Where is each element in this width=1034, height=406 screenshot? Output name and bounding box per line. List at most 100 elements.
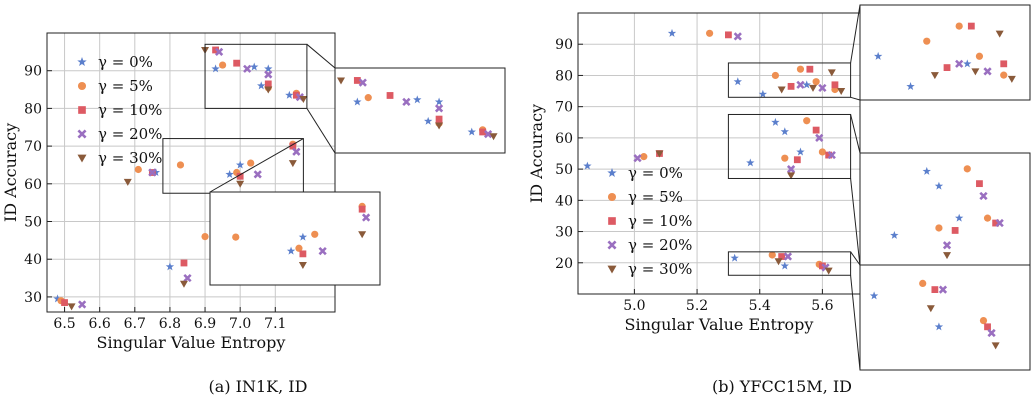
- data-point-b-s4: [774, 258, 783, 266]
- zoom-region-rect: [727, 251, 852, 276]
- inset-point-b-s0: [890, 230, 899, 239]
- zoom-connector: [306, 43, 336, 69]
- data-point-a-s2: [61, 299, 68, 306]
- data-point-b-s3: [827, 150, 836, 160]
- y-tick-label: 80: [555, 68, 573, 84]
- data-point-a-s1: [247, 159, 255, 167]
- inset-point-b-s1: [955, 22, 963, 30]
- legend-label-b-3: γ = 20%: [628, 236, 692, 254]
- y-tick-label: 50: [555, 162, 573, 178]
- data-point-b-s1: [640, 153, 648, 161]
- data-point-b-s1: [771, 71, 780, 80]
- data-point-b-s4: [837, 88, 846, 96]
- inset-point-b-s3: [983, 67, 992, 76]
- inset-point-a-s3: [434, 104, 444, 113]
- legend-label-b-1: γ = 5%: [628, 188, 683, 206]
- legend-marker-b-1: [607, 192, 617, 202]
- data-point-b-s0: [780, 261, 789, 270]
- data-point-a-s4: [264, 86, 273, 94]
- inset-point-a-s4: [337, 77, 345, 85]
- legend-label-a-2: γ = 10%: [98, 101, 162, 119]
- y-tick-label: 20: [555, 256, 573, 272]
- inset-point-b-s3: [938, 285, 948, 294]
- data-point-b-s1: [706, 29, 714, 37]
- x-axis-label: Singular Value Entropy: [625, 315, 814, 334]
- legend-marker-a-1: [77, 81, 87, 91]
- data-point-b-s3: [733, 32, 742, 41]
- data-point-b-s0: [746, 158, 755, 167]
- legend-label-b-4: γ = 30%: [628, 260, 692, 278]
- data-point-b-s1: [818, 148, 827, 156]
- data-point-a-s2: [236, 172, 244, 180]
- legend-marker-b-4: [607, 265, 617, 274]
- inset-point-a-s0: [413, 95, 422, 104]
- y-axis-label: ID Accuracy: [527, 104, 546, 203]
- data-point-b-s2: [793, 156, 801, 164]
- inset-point-b-s4: [943, 252, 952, 260]
- x-tick-label: 6.5: [53, 316, 75, 332]
- zoom-connector: [850, 251, 861, 266]
- inset-point-a-s3: [483, 129, 493, 139]
- panel-b: 5.0 5.2 5.4 5.6 20 30 40 50 60 70 80 90 Singular Val…: [527, 4, 1031, 371]
- data-point-b-s4: [655, 150, 664, 158]
- inset-point-b-s4: [1007, 75, 1016, 83]
- inset-point-a-s0: [423, 116, 433, 125]
- y-tick-label: 80: [24, 101, 42, 117]
- inset-point-a-s2: [299, 250, 307, 258]
- inset-point-a-s3: [358, 78, 367, 87]
- data-point-b-s0: [730, 253, 739, 262]
- legend-label-b-2: γ = 10%: [628, 212, 692, 230]
- inset-point-a-s4: [489, 133, 498, 141]
- x-tick-label: 5.2: [686, 298, 708, 314]
- x-tick-label: 7.0: [229, 316, 251, 332]
- zoom-connector: [850, 275, 861, 371]
- legend-marker-a-0: [77, 57, 87, 66]
- inset-point-b-s0: [922, 166, 931, 175]
- legend-marker-a-2: [78, 106, 86, 114]
- data-point-b-s2: [778, 253, 786, 260]
- inset-point-a-s2: [479, 128, 487, 136]
- inset-point-b-s2: [984, 323, 991, 331]
- zoom-connector: [850, 4, 861, 64]
- data-point-a-s0: [151, 168, 161, 177]
- inset-point-a-s0: [434, 97, 444, 106]
- data-point-a-s3: [148, 168, 157, 177]
- y-tick-label: 90: [24, 64, 42, 80]
- data-point-a-s1: [219, 61, 227, 69]
- y-tick-label: 40: [555, 193, 573, 209]
- y-tick-label: 90: [555, 37, 573, 53]
- zoom-connector: [850, 96, 861, 101]
- inset-point-a-s1: [364, 94, 372, 102]
- inset-point-a-s0: [353, 97, 362, 106]
- legend-marker-a-3: [77, 129, 87, 139]
- y-tick-label: 50: [24, 215, 42, 231]
- legend-marker-b-3: [607, 240, 617, 250]
- zoom-connector: [850, 178, 861, 267]
- inset-point-b-s1: [983, 214, 992, 222]
- y-tick-label: 70: [24, 139, 42, 155]
- x-tick-label: 5.0: [623, 298, 645, 314]
- panel-a: 6.5 6.6 6.7 6.8 6.9 7.0 7.1 30 40 50 60 70 80 90 Singu…: [1, 32, 506, 352]
- data-point-a-s1: [176, 161, 185, 169]
- inset-point-b-s4: [991, 342, 1000, 350]
- data-point-a-s2: [180, 259, 188, 267]
- data-point-a-s1: [134, 165, 142, 174]
- zoom-connector: [850, 114, 861, 154]
- inset-point-b-s0: [934, 181, 944, 190]
- legend-label-a-4: γ = 30%: [98, 149, 162, 167]
- inset-point-b-s1: [975, 52, 984, 60]
- inset-point-b-s0: [906, 82, 915, 91]
- data-point-a-s4: [236, 180, 245, 188]
- data-point-a-s2: [289, 142, 297, 150]
- legend-label-a-0: γ = 0%: [98, 53, 153, 71]
- inset-point-b-s0: [963, 59, 972, 68]
- data-point-a-s0: [165, 262, 175, 271]
- inset-point-a-s1: [311, 230, 319, 238]
- x-tick-label: 6.9: [194, 316, 216, 332]
- data-point-a-s4: [288, 160, 297, 168]
- inset-point-a-s2: [386, 92, 394, 99]
- data-point-b-s2: [725, 31, 732, 39]
- data-point-a-s0: [264, 64, 273, 73]
- x-tick-label: 5.6: [811, 298, 833, 314]
